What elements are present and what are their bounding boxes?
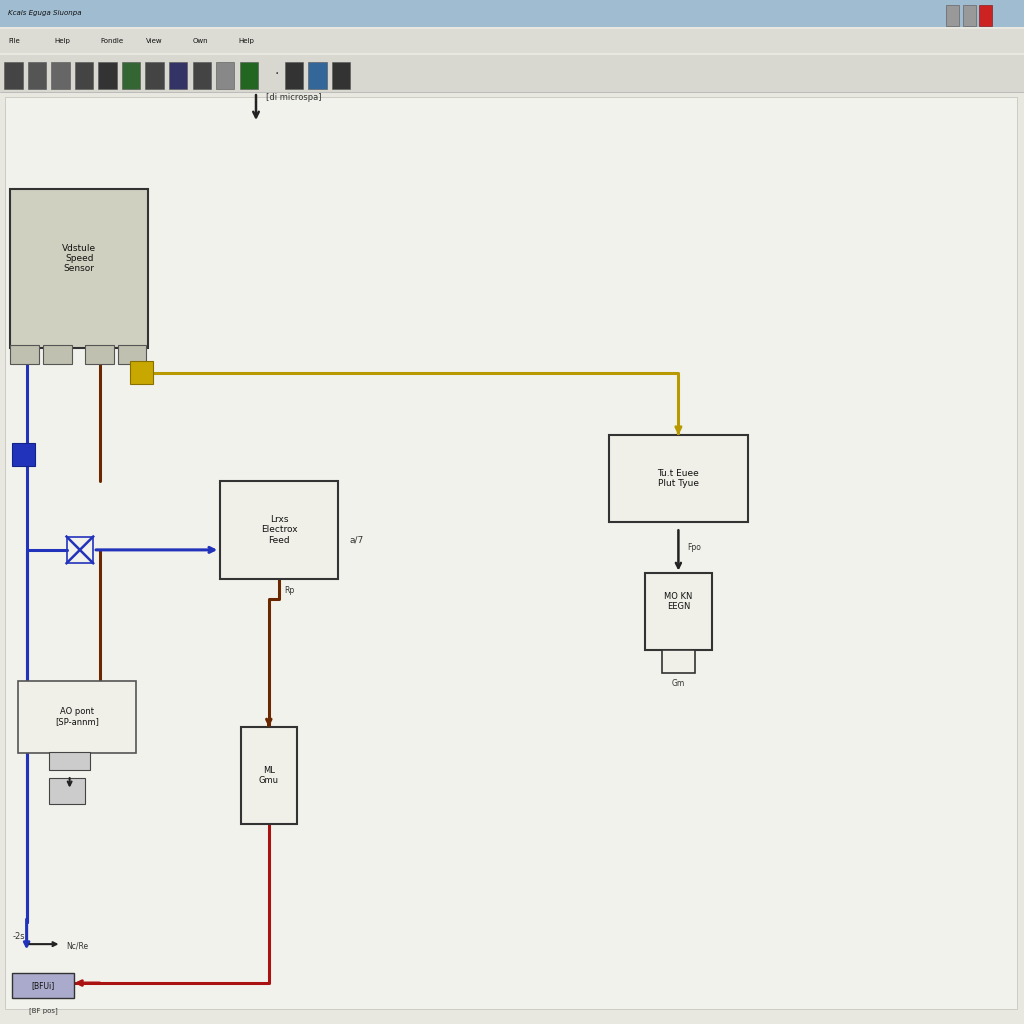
Bar bbox=[240, 62, 258, 89]
Bar bbox=[118, 345, 146, 364]
Text: [di microspa]: [di microspa] bbox=[266, 93, 322, 102]
Text: [BF pos]: [BF pos] bbox=[29, 1008, 57, 1014]
Bar bbox=[51, 62, 70, 89]
Bar bbox=[285, 62, 303, 89]
Bar bbox=[28, 62, 46, 89]
Bar bbox=[67, 537, 93, 563]
Bar bbox=[12, 443, 35, 466]
Bar bbox=[98, 62, 117, 89]
Text: [BFUi]: [BFUi] bbox=[32, 981, 54, 990]
Text: Kcals Eguga Siuonpa: Kcals Eguga Siuonpa bbox=[8, 10, 82, 16]
Bar bbox=[216, 62, 234, 89]
Bar bbox=[193, 62, 211, 89]
Bar bbox=[220, 481, 338, 579]
Bar bbox=[645, 573, 712, 650]
Text: Tu.t Euee
Plut Tyue: Tu.t Euee Plut Tyue bbox=[657, 469, 699, 488]
Bar bbox=[145, 62, 164, 89]
Bar bbox=[130, 361, 153, 384]
Text: Gm: Gm bbox=[672, 679, 685, 687]
Bar bbox=[122, 62, 140, 89]
Text: Own: Own bbox=[193, 38, 208, 44]
Bar bbox=[12, 973, 74, 998]
Text: Lrxs
Electrox
Feed: Lrxs Electrox Feed bbox=[261, 515, 297, 545]
Bar bbox=[10, 345, 39, 364]
Bar bbox=[85, 345, 114, 364]
Bar bbox=[0, 0, 1024, 27]
Bar bbox=[0, 55, 1024, 92]
Bar bbox=[332, 62, 350, 89]
Bar bbox=[979, 5, 992, 26]
Bar bbox=[169, 62, 187, 89]
Bar bbox=[963, 5, 976, 26]
Text: ML
Gmu: ML Gmu bbox=[259, 766, 279, 785]
Bar bbox=[10, 189, 148, 348]
Bar bbox=[43, 345, 72, 364]
Bar bbox=[946, 5, 959, 26]
Text: -2s: -2s bbox=[12, 933, 25, 941]
Bar bbox=[49, 778, 85, 804]
Text: View: View bbox=[146, 38, 163, 44]
Text: a/7: a/7 bbox=[349, 536, 364, 545]
Text: MO KN
EEGN: MO KN EEGN bbox=[665, 592, 692, 611]
Text: AO pont
[SP-annm]: AO pont [SP-annm] bbox=[55, 708, 99, 726]
Text: Vdstule
Speed
Sensor: Vdstule Speed Sensor bbox=[62, 244, 96, 273]
Bar bbox=[5, 97, 1017, 1009]
Text: Help: Help bbox=[239, 38, 255, 44]
Text: Fpo: Fpo bbox=[687, 544, 700, 552]
Bar bbox=[662, 650, 695, 673]
Bar bbox=[4, 62, 23, 89]
Text: Nc/Re: Nc/Re bbox=[67, 942, 89, 950]
Bar bbox=[241, 727, 297, 824]
Bar bbox=[75, 62, 93, 89]
Text: Help: Help bbox=[54, 38, 71, 44]
Bar bbox=[49, 752, 90, 770]
Bar bbox=[0, 29, 1024, 53]
Text: ·: · bbox=[274, 67, 279, 81]
Text: Fondle: Fondle bbox=[100, 38, 124, 44]
Bar bbox=[18, 681, 136, 753]
Text: Rp: Rp bbox=[284, 587, 295, 595]
Bar bbox=[609, 435, 748, 522]
Text: File: File bbox=[8, 38, 19, 44]
Bar bbox=[308, 62, 327, 89]
